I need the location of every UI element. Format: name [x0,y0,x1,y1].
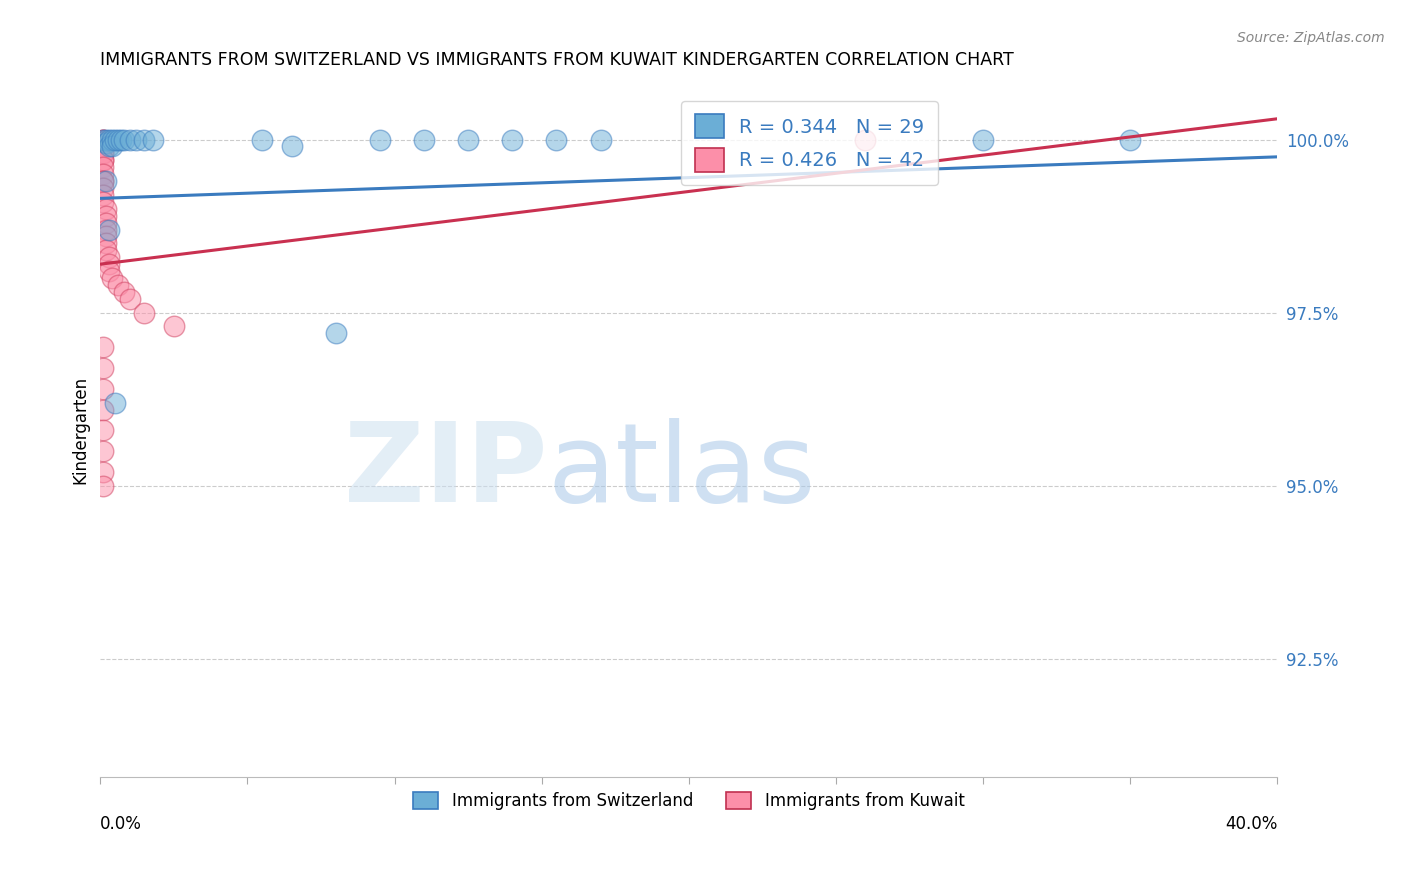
Point [104,395,127,409]
Point [98,257,121,271]
Point [91,132,114,146]
Point [413,132,436,146]
Point [91,402,114,417]
Point [96,174,118,188]
Point [91,465,114,479]
Point [457,132,479,146]
Text: 40.0%: 40.0% [1225,814,1278,833]
Point [855,132,877,146]
Point [96,236,118,251]
Point [325,326,347,341]
Point [91,479,114,493]
Point [91,174,114,188]
Text: Source: ZipAtlas.com: Source: ZipAtlas.com [1237,31,1385,45]
Point [91,139,114,153]
Point [112,285,135,299]
Point [118,292,141,306]
Point [368,132,391,146]
Point [91,132,114,146]
Point [91,153,114,168]
Point [546,132,568,146]
Point [501,132,523,146]
Point [91,135,114,149]
Point [1119,132,1142,146]
Point [98,264,121,278]
Point [91,132,114,146]
Point [107,132,129,146]
Point [250,132,273,146]
Point [134,132,156,146]
Point [101,139,124,153]
Point [91,167,114,181]
Text: 0.0%: 0.0% [100,814,142,833]
Point [96,216,118,230]
Point [96,222,118,236]
Point [118,132,141,146]
Point [91,160,114,174]
Point [91,174,114,188]
Point [96,132,118,146]
Point [107,277,129,292]
Point [91,146,114,161]
Point [98,222,121,236]
Point [91,382,114,396]
Point [280,139,302,153]
Point [91,146,114,161]
Point [91,181,114,195]
Point [96,209,118,223]
Point [96,229,118,244]
Point [91,194,114,209]
Point [91,132,114,146]
Point [142,132,165,146]
Point [163,319,186,334]
Point [96,136,118,150]
Point [91,423,114,437]
Point [101,271,124,285]
Point [112,132,135,146]
Point [91,444,114,458]
Text: atlas: atlas [548,418,815,525]
Point [96,244,118,258]
Point [91,361,114,376]
Text: ZIP: ZIP [344,418,548,525]
Point [104,132,127,146]
Point [972,132,994,146]
Point [91,139,114,153]
Point [101,132,124,146]
Point [134,306,156,320]
Y-axis label: Kindergarten: Kindergarten [72,376,89,484]
Point [98,139,121,153]
Point [98,132,121,146]
Point [124,132,146,146]
Point [589,132,612,146]
Text: IMMIGRANTS FROM SWITZERLAND VS IMMIGRANTS FROM KUWAIT KINDERGARTEN CORRELATION C: IMMIGRANTS FROM SWITZERLAND VS IMMIGRANT… [100,51,1014,69]
Legend: Immigrants from Switzerland, Immigrants from Kuwait: Immigrants from Switzerland, Immigrants … [406,785,972,817]
Point [96,202,118,216]
Point [91,340,114,354]
Point [98,250,121,264]
Point [110,132,132,146]
Point [91,188,114,202]
Point [91,153,114,168]
